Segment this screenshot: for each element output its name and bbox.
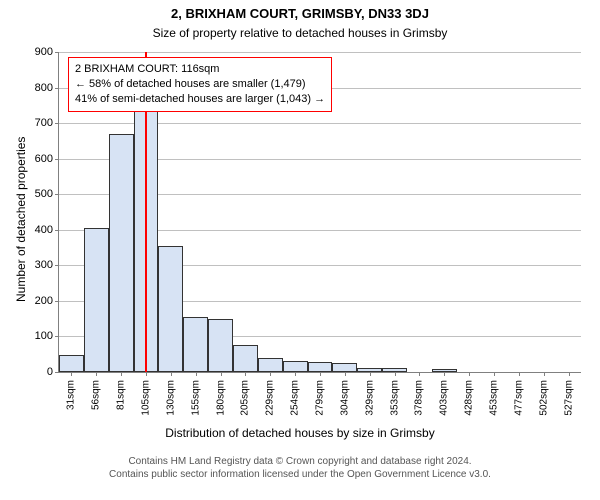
- x-tick-mark: [96, 372, 97, 376]
- y-tick-label: 800: [35, 82, 59, 94]
- x-tick-label: 304sqm: [339, 378, 350, 416]
- page-title: 2, BRIXHAM COURT, GRIMSBY, DN33 3DJ: [0, 6, 600, 21]
- y-axis-label: Number of detached properties: [14, 137, 28, 302]
- x-tick-label: 428sqm: [464, 378, 475, 416]
- histogram-bar: [332, 363, 357, 372]
- histogram-bar: [283, 361, 308, 372]
- callout-line: 2 BRIXHAM COURT: 116sqm: [75, 62, 325, 77]
- x-tick-mark: [569, 372, 570, 376]
- callout-box: 2 BRIXHAM COURT: 116sqm← 58% of detached…: [68, 57, 332, 112]
- x-tick-mark: [469, 372, 470, 376]
- x-tick-label: 502sqm: [538, 378, 549, 416]
- footer-attribution: Contains HM Land Registry data © Crown c…: [0, 456, 600, 481]
- histogram-bar: [233, 345, 258, 372]
- x-tick-label: 56sqm: [91, 378, 102, 410]
- histogram-bar: [59, 355, 84, 372]
- footer-line-1: Contains HM Land Registry data © Crown c…: [0, 456, 600, 469]
- x-tick-mark: [146, 372, 147, 376]
- y-tick-label: 600: [35, 153, 59, 165]
- x-tick-label: 229sqm: [265, 378, 276, 416]
- x-tick-label: 329sqm: [364, 378, 375, 416]
- y-tick-label: 100: [35, 330, 59, 342]
- x-tick-mark: [71, 372, 72, 376]
- x-tick-label: 254sqm: [290, 378, 301, 416]
- x-tick-mark: [395, 372, 396, 376]
- x-tick-label: 130sqm: [165, 378, 176, 416]
- y-tick-label: 700: [35, 117, 59, 129]
- callout-line: 41% of semi-detached houses are larger (…: [75, 92, 325, 107]
- x-tick-mark: [221, 372, 222, 376]
- x-tick-label: 527sqm: [563, 378, 574, 416]
- x-tick-mark: [196, 372, 197, 376]
- x-tick-label: 453sqm: [489, 378, 500, 416]
- histogram-bar: [258, 358, 283, 372]
- x-tick-mark: [544, 372, 545, 376]
- gridline: [59, 52, 581, 53]
- x-axis-label: Distribution of detached houses by size …: [0, 426, 600, 440]
- x-tick-label: 81sqm: [116, 378, 127, 410]
- chart-container: { "header": { "title": "2, BRIXHAM COURT…: [0, 0, 600, 500]
- x-tick-label: 279sqm: [315, 378, 326, 416]
- x-tick-mark: [171, 372, 172, 376]
- x-tick-label: 403sqm: [439, 378, 450, 416]
- histogram-bar: [183, 317, 208, 372]
- histogram-bar: [84, 228, 109, 372]
- y-tick-label: 900: [35, 46, 59, 58]
- x-tick-label: 155sqm: [190, 378, 201, 416]
- x-tick-label: 378sqm: [414, 378, 425, 416]
- y-tick-label: 400: [35, 224, 59, 236]
- x-tick-mark: [295, 372, 296, 376]
- x-tick-mark: [494, 372, 495, 376]
- y-tick-label: 200: [35, 295, 59, 307]
- histogram-bar: [308, 362, 333, 372]
- histogram-bar: [158, 246, 183, 372]
- x-tick-label: 205sqm: [240, 378, 251, 416]
- x-tick-mark: [444, 372, 445, 376]
- histogram-bar: [208, 319, 233, 372]
- page-subtitle: Size of property relative to detached ho…: [0, 26, 600, 40]
- x-tick-label: 353sqm: [389, 378, 400, 416]
- x-tick-mark: [370, 372, 371, 376]
- x-tick-label: 105sqm: [141, 378, 152, 416]
- x-tick-mark: [419, 372, 420, 376]
- callout-line: ← 58% of detached houses are smaller (1,…: [75, 77, 325, 92]
- x-tick-mark: [245, 372, 246, 376]
- footer-line-2: Contains public sector information licen…: [0, 469, 600, 482]
- x-tick-mark: [519, 372, 520, 376]
- x-tick-label: 180sqm: [215, 378, 226, 416]
- x-tick-mark: [320, 372, 321, 376]
- y-tick-label: 500: [35, 188, 59, 200]
- y-tick-label: 0: [47, 366, 59, 378]
- x-tick-mark: [121, 372, 122, 376]
- x-tick-label: 31sqm: [66, 378, 77, 410]
- x-tick-label: 477sqm: [513, 378, 524, 416]
- y-tick-label: 300: [35, 259, 59, 271]
- x-tick-mark: [270, 372, 271, 376]
- histogram-bar: [109, 134, 134, 372]
- x-tick-mark: [345, 372, 346, 376]
